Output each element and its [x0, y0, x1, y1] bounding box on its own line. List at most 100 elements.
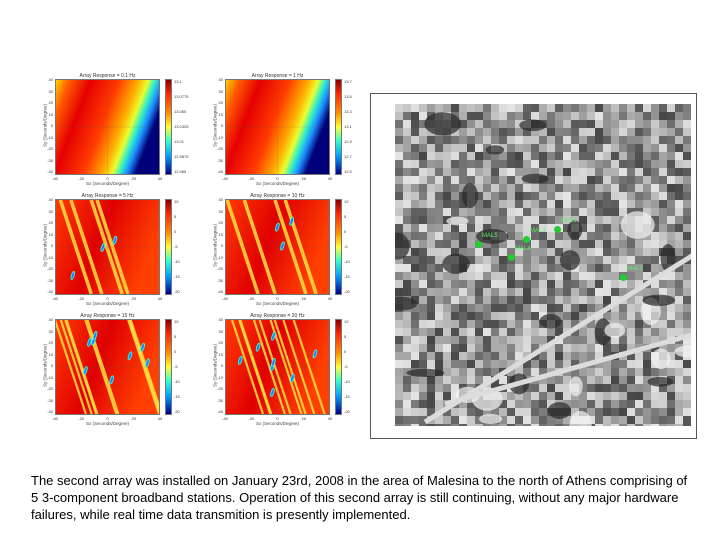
- map-texture-cell: [579, 312, 587, 320]
- map-texture-cell: [571, 280, 579, 288]
- map-texture-cell: [483, 376, 491, 384]
- map-texture-cell: [547, 168, 555, 176]
- map-texture-cell: [587, 168, 595, 176]
- map-texture-cell: [475, 216, 483, 224]
- map-texture-cell: [411, 312, 419, 320]
- map-texture-cell: [467, 216, 475, 224]
- map-texture-cell: [411, 224, 419, 232]
- map-texture-cell: [435, 176, 443, 184]
- map-texture-cell: [547, 104, 555, 112]
- map-texture-cell: [547, 360, 555, 368]
- map-texture-cell: [451, 304, 459, 312]
- map-texture-cell: [411, 328, 419, 336]
- map-texture-cell: [523, 184, 531, 192]
- map-texture-cell: [619, 400, 627, 408]
- map-texture-cell: [475, 104, 483, 112]
- map-texture-cell: [531, 248, 539, 256]
- map-texture-cell: [579, 384, 587, 392]
- map-texture-cell: [475, 168, 483, 176]
- map-texture-cell: [563, 128, 571, 136]
- map-texture-cell: [547, 296, 555, 304]
- map-patch: [442, 253, 470, 274]
- map-texture-cell: [483, 200, 491, 208]
- map-texture-cell: [571, 368, 579, 376]
- map-texture-cell: [643, 208, 651, 216]
- map-texture-cell: [451, 336, 459, 344]
- colorbar: [335, 199, 342, 295]
- map-patch: [642, 294, 676, 306]
- map-texture-cell: [531, 208, 539, 216]
- map-patch: [461, 183, 479, 209]
- y-ticks: 40 30 20 10 0 -10 -20 -30 -40: [39, 77, 53, 175]
- y-tick-label: -20: [217, 266, 223, 271]
- map-texture-cell: [539, 136, 547, 144]
- response-null: [127, 351, 133, 361]
- map-texture-cell: [467, 408, 475, 416]
- map-texture-cell: [619, 320, 627, 328]
- map-texture-cell: [499, 352, 507, 360]
- array-response-panel: Array Response = 5 Hz 10 5 0 -5 -10 -15 -20 Sy (…: [37, 193, 187, 306]
- map-texture-cell: [523, 248, 531, 256]
- map-texture-cell: [683, 208, 691, 216]
- map-texture-cell: [643, 240, 651, 248]
- map-texture-cell: [459, 176, 467, 184]
- map-texture-cell: [403, 424, 411, 426]
- map-texture-cell: [667, 144, 675, 152]
- map-texture-cell: [603, 168, 611, 176]
- map-texture-cell: [467, 344, 475, 352]
- map-texture-cell: [419, 288, 427, 296]
- map-texture-cell: [451, 344, 459, 352]
- map-texture-cell: [451, 392, 459, 400]
- map-texture-cell: [443, 376, 451, 384]
- map-texture-cell: [651, 288, 659, 296]
- map-texture-cell: [467, 256, 475, 264]
- map-texture-cell: [435, 296, 443, 304]
- map-texture-cell: [659, 144, 667, 152]
- map-texture-cell: [507, 208, 515, 216]
- x-tick-label: -20: [248, 296, 255, 301]
- map-texture-cell: [451, 168, 459, 176]
- map-texture-cell: [635, 392, 643, 400]
- map-texture-cell: [531, 312, 539, 320]
- map-texture-cell: [475, 424, 483, 426]
- map-texture-cell: [411, 176, 419, 184]
- map-texture-cell: [667, 120, 675, 128]
- map-texture-cell: [667, 184, 675, 192]
- map-texture-cell: [683, 280, 691, 288]
- map-texture-cell: [579, 112, 587, 120]
- map-texture-cell: [603, 408, 611, 416]
- map-texture-cell: [611, 248, 619, 256]
- map-patch: [674, 345, 691, 358]
- map-texture-cell: [523, 360, 531, 368]
- map-texture-cell: [403, 408, 411, 416]
- map-texture-cell: [667, 312, 675, 320]
- map-texture-cell: [467, 328, 475, 336]
- map-texture-cell: [403, 312, 411, 320]
- map-texture-cell: [491, 272, 499, 280]
- map-texture-cell: [459, 336, 467, 344]
- map-texture-cell: [627, 248, 635, 256]
- map-texture-cell: [675, 376, 683, 384]
- map-texture-cell: [635, 280, 643, 288]
- map-texture-cell: [667, 216, 675, 224]
- map-texture-cell: [667, 288, 675, 296]
- map-texture-cell: [427, 320, 435, 328]
- map-texture-cell: [651, 160, 659, 168]
- map-texture-cell: [515, 176, 523, 184]
- map-texture-cell: [555, 352, 563, 360]
- map-texture-cell: [427, 352, 435, 360]
- y-tick-label: -30: [47, 277, 53, 283]
- map-texture-cell: [515, 184, 523, 192]
- map-texture-cell: [403, 200, 411, 208]
- map-patch: [395, 296, 418, 311]
- map-texture-cell: [635, 176, 643, 184]
- map-texture-cell: [659, 232, 667, 240]
- map-texture-cell: [587, 376, 595, 384]
- map-texture-cell: [643, 104, 651, 112]
- map-texture-cell: [411, 200, 419, 208]
- map-texture-cell: [499, 328, 507, 336]
- map-texture-cell: [683, 184, 691, 192]
- map-texture-cell: [627, 256, 635, 264]
- response-null: [290, 373, 295, 383]
- map-texture-cell: [395, 176, 403, 184]
